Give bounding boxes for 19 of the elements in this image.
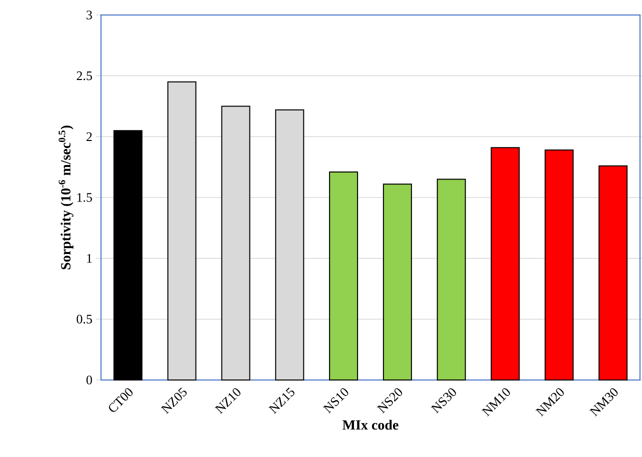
y-tick-label: 3 [86, 10, 92, 20]
bar [275, 109, 304, 380]
bar [598, 165, 628, 380]
bar [544, 150, 574, 380]
bar [221, 106, 250, 380]
bar [113, 130, 142, 380]
y-tick-label: 2 [86, 132, 92, 141]
y-tick-label: 0.5 [76, 314, 92, 324]
y-tick-label: 1.5 [77, 193, 92, 202]
bar [382, 184, 412, 380]
bar [329, 171, 358, 380]
bar [490, 147, 520, 380]
y-tick-label: 2.5 [76, 71, 92, 80]
bar [167, 81, 196, 380]
x-axis-title: MIx code [342, 420, 398, 430]
y-axis-title: Sorptivity (10$^{-6}$ m/sec$^{0.5}$) [58, 126, 74, 270]
y-tick-label: 1 [87, 254, 92, 263]
bar [436, 178, 466, 380]
y-tick-label: 0 [86, 376, 92, 384]
